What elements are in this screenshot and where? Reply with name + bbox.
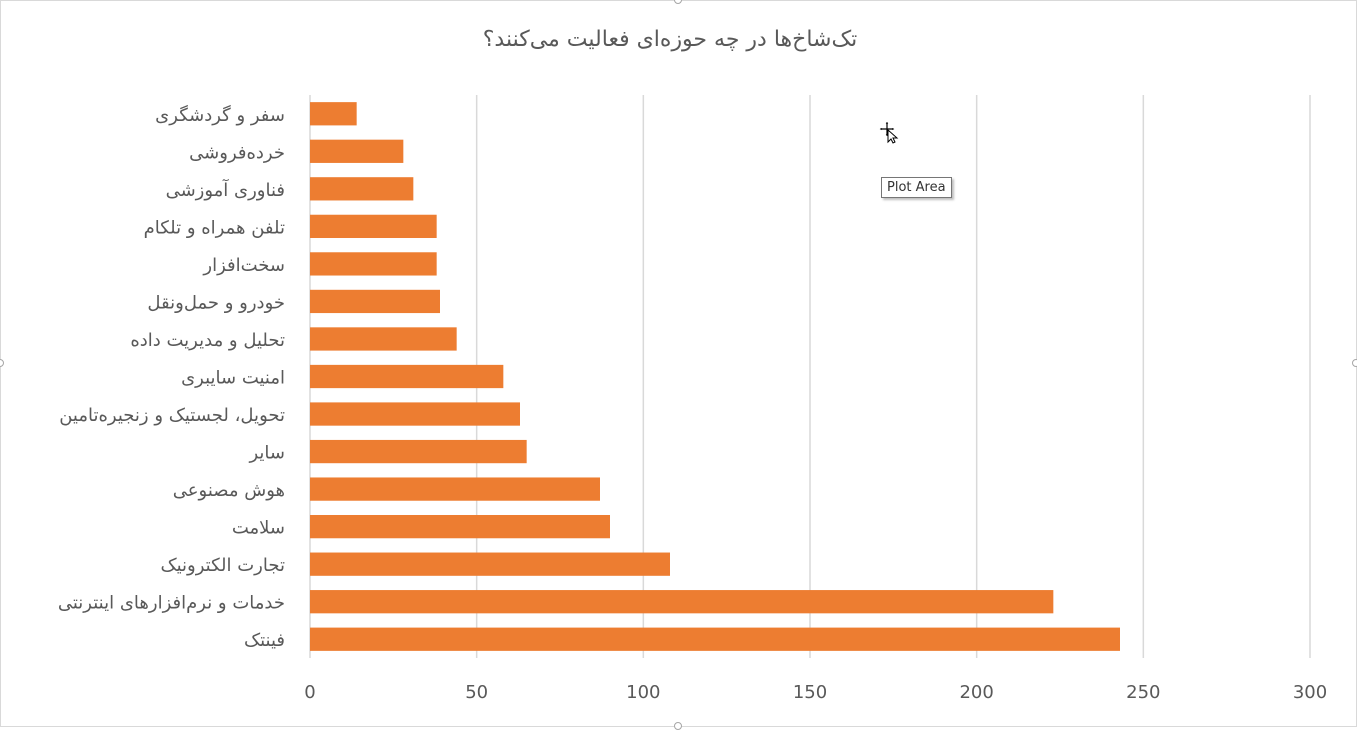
x-tick-label: 150 xyxy=(793,682,827,703)
category-label: امنیت سایبری xyxy=(181,368,285,389)
category-label: تلفن همراه و تلکام xyxy=(144,217,285,238)
bars xyxy=(310,102,1120,651)
bar[interactable] xyxy=(310,289,440,314)
bar[interactable] xyxy=(310,514,610,539)
bar[interactable] xyxy=(310,477,600,501)
category-label: تحویل، لجستیک و زنجیره‌تامین xyxy=(59,405,285,426)
bar[interactable] xyxy=(310,102,357,126)
bar[interactable] xyxy=(310,177,414,201)
x-tick-label: 300 xyxy=(1293,682,1327,703)
bar[interactable] xyxy=(310,627,1120,651)
x-tick-label: 0 xyxy=(304,682,315,703)
category-label: هوش مصنوعی xyxy=(173,480,285,501)
bar[interactable] xyxy=(310,139,404,163)
category-label: سایر xyxy=(248,443,285,464)
resize-handle-bottom[interactable] xyxy=(674,722,682,730)
category-label: خودرو و حمل‌ونقل xyxy=(147,292,285,313)
x-tick-labels: 0 50 100 150 200 250 300 xyxy=(304,682,1327,703)
category-label: فینتک xyxy=(244,630,285,651)
x-tick-label: 100 xyxy=(626,682,660,703)
bar[interactable] xyxy=(310,327,457,351)
category-labels: سفر و گردشگری خرده‌فروشی فناوری آموزشی تلفن… xyxy=(58,104,285,651)
category-label: سلامت xyxy=(232,518,285,539)
category-label: سفر و گردشگری xyxy=(155,104,285,126)
bar[interactable] xyxy=(310,590,1054,614)
category-label: خرده‌فروشی xyxy=(189,142,285,163)
bar[interactable] xyxy=(310,439,527,464)
bar[interactable] xyxy=(310,214,437,239)
bar[interactable] xyxy=(310,364,504,389)
x-tick-label: 200 xyxy=(959,682,993,703)
bar[interactable] xyxy=(310,402,520,426)
category-label: تحلیل و مدیریت داده xyxy=(130,330,285,351)
x-tick-label: 50 xyxy=(465,682,488,703)
x-tick-label: 250 xyxy=(1126,682,1160,703)
bar[interactable] xyxy=(310,252,437,276)
move-cursor-icon xyxy=(878,120,899,144)
chart-title: تک‌شاخ‌ها در چه حوزه‌ای فعالیت می‌کنند؟ xyxy=(483,27,858,52)
resize-handle-right[interactable] xyxy=(1352,359,1357,367)
category-label: فناوری آموزشی xyxy=(166,178,285,201)
category-label: خدمات و نرم‌افزارهای اینترنتی xyxy=(58,593,285,614)
bar[interactable] xyxy=(310,552,670,576)
category-label: سخت‌افزار xyxy=(202,255,285,276)
plot-area-tooltip: Plot Area xyxy=(881,177,952,198)
category-label: تجارت الکترونیک xyxy=(160,555,285,576)
